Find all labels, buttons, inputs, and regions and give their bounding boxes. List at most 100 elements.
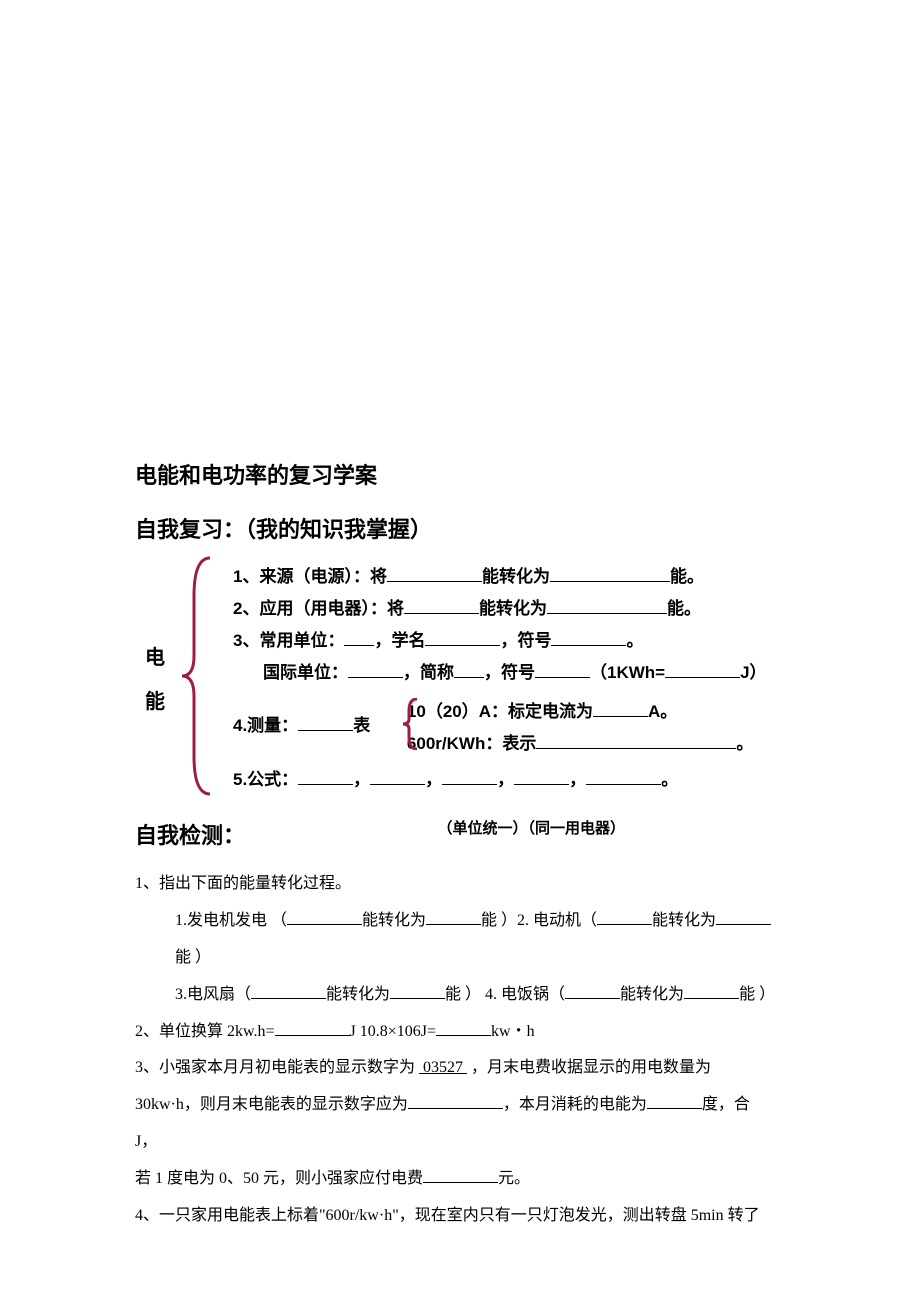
blank (370, 766, 425, 786)
blank (647, 1091, 702, 1110)
blank (536, 729, 736, 749)
document-page: 电能和电功率的复习学案 自我复习：（我的知识我掌握） 电 能 1、来源（电源）：… (0, 0, 920, 1294)
q1a-pre: 1.发电机发电 （ (175, 912, 287, 929)
l3i-c: （1KWh= (590, 663, 665, 682)
q2-mid2: kw・h (491, 1023, 535, 1040)
line-3: 3、常用单位： ，学名 ，符号 。 (233, 625, 785, 657)
q1a-mid: 能转化为 (362, 912, 426, 929)
brace-vertical-label: 电 能 (145, 636, 165, 724)
title-main: 电能和电功率的复习学案 (135, 455, 785, 497)
line-1: 1、来源（电源）：将 能转化为 能。 (233, 561, 785, 593)
q3-f: 若 1 度电为 0、50 元，则小强家应付电费 (135, 1170, 423, 1187)
l3i-a: ，简称 (403, 663, 454, 682)
blank (597, 907, 652, 926)
label-char-2: 能 (145, 691, 165, 713)
l3i-pre: 国际单位： (263, 663, 348, 682)
l2-mid: 能转化为 (479, 599, 547, 618)
footer-note: （单位统一）（同一用电器） (437, 815, 625, 844)
blank (298, 711, 353, 731)
blank (684, 980, 739, 999)
l3i-b: ，符号 (484, 663, 535, 682)
blank (287, 907, 362, 926)
q1b-end: 能 ） (739, 986, 775, 1003)
l2-post: 能。 (667, 599, 701, 618)
line-2: 2、应用（用电器）：将 能转化为 能。 (233, 593, 785, 625)
q3-c: ，本月消耗的电能为 (503, 1096, 647, 1113)
l1-pre: 1、来源（电源）：将 (233, 567, 387, 586)
l4r1-post: A。 (648, 702, 677, 721)
blank (426, 907, 481, 926)
l5-end: 。 (661, 770, 678, 789)
q4-text: 4、一只家用电能表上标着"600r/kw·h"，现在室内只有一只灯泡发光，测出转… (135, 1207, 760, 1224)
l4-right: 10（20）A：标定电流为 A。 600r/KWh：表示 。 (407, 696, 753, 761)
question-4: 4、一只家用电能表上标着"600r/kw·h"，现在室内只有一只灯泡发光，测出转… (135, 1198, 785, 1235)
blank (251, 980, 326, 999)
line-3i: 国际单位：，简称，符号（1KWh=J） (263, 657, 785, 689)
l2-pre: 2、应用（用电器）：将 (233, 599, 404, 618)
blank (387, 562, 482, 582)
l5-sep4: ， (569, 770, 586, 789)
q3-pre: 3、小强家本月月初电能表的显示数字为 (135, 1059, 415, 1076)
blank (551, 627, 626, 647)
blank (423, 1164, 498, 1183)
blank (550, 562, 670, 582)
blank (454, 659, 484, 679)
blank (716, 907, 771, 926)
question-2: 2、单位换算 2kw.h= J 10.8×106J= kw・h (135, 1014, 785, 1051)
l3-pre: 3、常用单位： (233, 631, 344, 650)
q1-row-a: 1.发电机发电 （ 能转化为 能 ）2. 电动机（ 能转化为能 ） (135, 903, 785, 977)
blank (390, 980, 445, 999)
blank (408, 1091, 503, 1110)
brace-content-block: 电 能 1、来源（电源）：将能转化为能。 2、应用（用电器）：将能转化为能。 3… (135, 561, 785, 797)
blank (275, 1017, 350, 1036)
q3-d: 度，合 (702, 1096, 750, 1113)
blank (436, 1017, 491, 1036)
l1-post: 能。 (670, 567, 704, 586)
l3-c: 。 (626, 631, 643, 650)
blank (404, 594, 479, 614)
q3-g: 元。 (498, 1170, 530, 1187)
l5-sep1: ， (353, 770, 370, 789)
l4r2-post: 。 (736, 734, 753, 753)
q2-mid1: J 10.8×106J= (350, 1023, 437, 1040)
l5-sep3: ， (497, 770, 514, 789)
q1a-post: 能 ）2. 电动机（ (481, 912, 597, 929)
selftest-header: 自我检测： （单位统一）（同一用电器） (135, 815, 785, 857)
blank (535, 659, 590, 679)
blank (665, 659, 740, 679)
blank (425, 627, 500, 647)
question-3: 3、小强家本月月初电能表的显示数字为 03527 ，月末电费收据显示的用电数量为… (135, 1050, 785, 1197)
question-1: 1、指出下面的能量转化过程。 1.发电机发电 （ 能转化为 能 ）2. 电动机（ 能转… (135, 866, 785, 1013)
l1-mid: 能转化为 (482, 567, 550, 586)
blank (514, 766, 569, 786)
q1b-pre: 3.电风扇（ (175, 986, 251, 1003)
q1b-mid: 能转化为 (326, 986, 390, 1003)
blank (565, 980, 620, 999)
blank (442, 766, 497, 786)
blank (547, 594, 667, 614)
q1-lead: 1、指出下面的能量转化过程。 (135, 866, 785, 903)
l4r2-pre: 600r/KWh：表示 (407, 734, 536, 753)
l3-b: ，符号 (500, 631, 551, 650)
q3-num: 03527 (415, 1059, 471, 1076)
q3-b: 30kw·h，则月末电能表的显示数字应为 (135, 1096, 408, 1113)
line-5: 5.公式： ， ， ， ， 。 (233, 764, 785, 796)
blank (593, 697, 648, 717)
l4-pre: 4.测量： (233, 716, 298, 735)
selftest-title: 自我检测： (135, 823, 245, 848)
q2-pre: 2、单位换算 2kw.h= (135, 1023, 275, 1040)
q1a-end: 能 ） (175, 949, 211, 966)
line-4: 4.测量： 表 10（20）A：标定电流为 A。 600r/KWh：表示 。 (233, 696, 785, 761)
title-review: 自我复习：（我的知识我掌握） (135, 509, 785, 551)
l5-pre: 5.公式： (233, 770, 298, 789)
q1-row-b: 3.电风扇（能转化为能 ） 4. 电饭锅（能转化为能 ） (135, 977, 785, 1014)
q1a-mid2: 能转化为 (652, 912, 716, 929)
label-char-1: 电 (145, 647, 165, 669)
l4-post: 表 (353, 716, 370, 735)
l5-sep2: ， (425, 770, 442, 789)
l4r1-pre: 10（20）A：标定电流为 (407, 702, 593, 721)
l4-left: 4.测量： 表 (233, 710, 370, 742)
l3-a: ，学名 (374, 631, 425, 650)
q3-e: J， (135, 1133, 157, 1150)
blank (586, 766, 661, 786)
